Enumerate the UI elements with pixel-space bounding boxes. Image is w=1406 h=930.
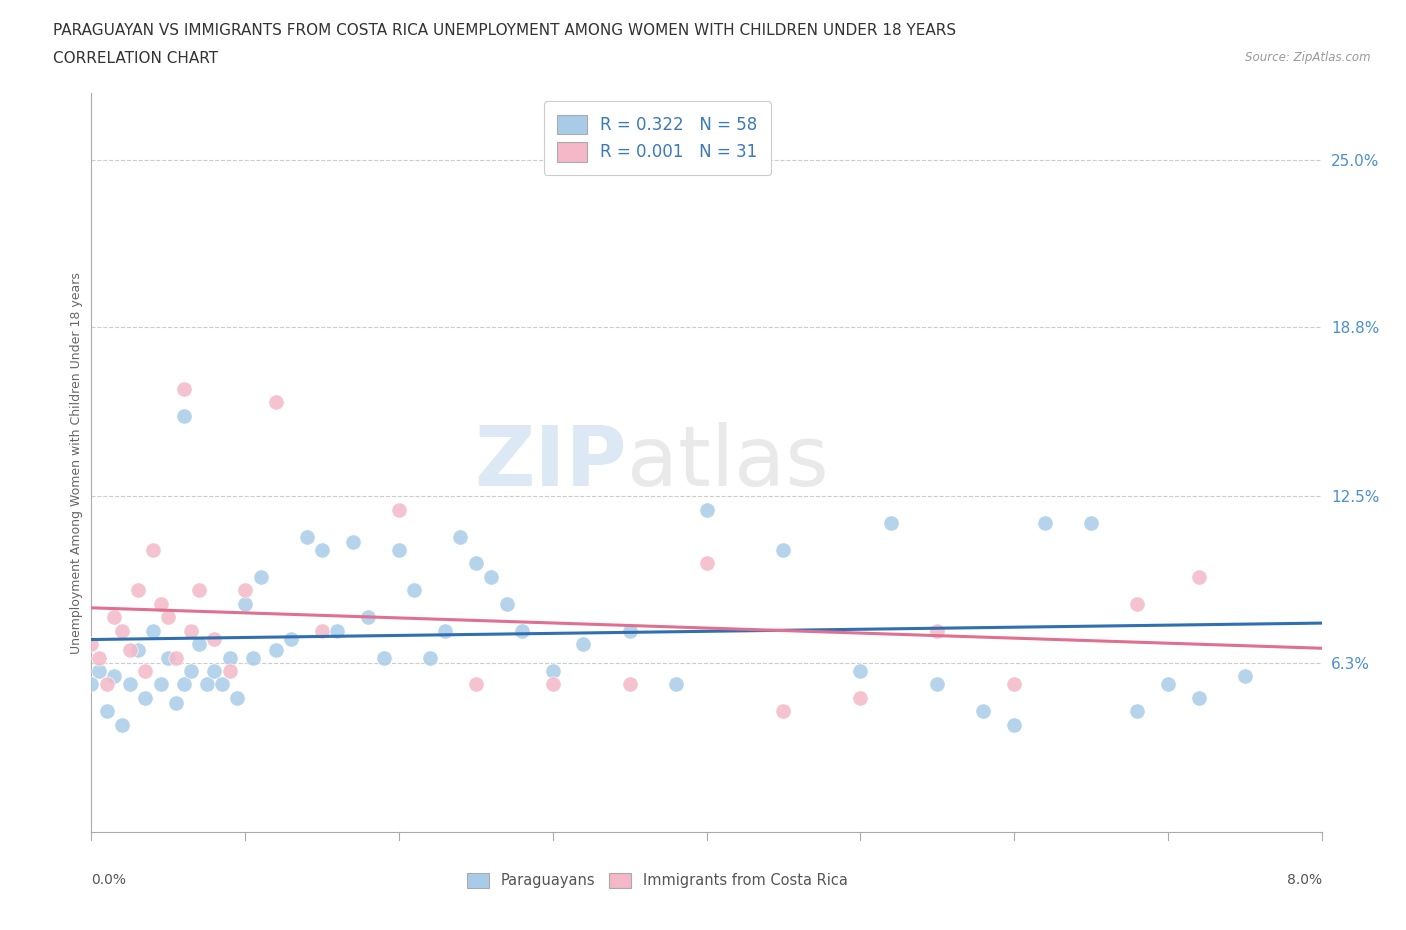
Point — [880, 516, 903, 531]
Point — [326, 623, 349, 638]
Point — [434, 623, 457, 638]
Point — [311, 542, 333, 557]
Point — [134, 664, 156, 679]
Point — [233, 596, 256, 611]
Point — [173, 408, 195, 423]
Point — [80, 677, 103, 692]
Point — [464, 677, 486, 692]
Point — [111, 717, 134, 732]
Point — [1157, 677, 1180, 692]
Point — [87, 650, 110, 665]
Point — [242, 650, 264, 665]
Point — [388, 502, 411, 517]
Point — [134, 690, 156, 705]
Text: ZIP: ZIP — [474, 422, 627, 503]
Point — [218, 664, 240, 679]
Point — [165, 696, 187, 711]
Point — [1187, 690, 1209, 705]
Point — [665, 677, 688, 692]
Point — [149, 596, 172, 611]
Point — [1033, 516, 1056, 531]
Point — [572, 637, 595, 652]
Point — [1233, 669, 1256, 684]
Text: 8.0%: 8.0% — [1286, 872, 1322, 886]
Point — [96, 704, 118, 719]
Point — [495, 596, 517, 611]
Point — [927, 677, 949, 692]
Point — [111, 623, 134, 638]
Point — [373, 650, 395, 665]
Point — [357, 610, 380, 625]
Point — [173, 381, 195, 396]
Point — [972, 704, 994, 719]
Point — [173, 677, 195, 692]
Point — [188, 583, 211, 598]
Point — [1126, 596, 1149, 611]
Point — [165, 650, 187, 665]
Point — [127, 642, 149, 657]
Point — [264, 394, 287, 409]
Legend: Paraguayans, Immigrants from Costa Rica: Paraguayans, Immigrants from Costa Rica — [460, 865, 855, 896]
Point — [96, 677, 118, 692]
Point — [1002, 677, 1025, 692]
Point — [202, 631, 225, 646]
Point — [249, 569, 271, 584]
Point — [619, 623, 641, 638]
Point — [927, 623, 949, 638]
Text: 0.0%: 0.0% — [91, 872, 127, 886]
Point — [118, 677, 141, 692]
Point — [849, 690, 872, 705]
Point — [118, 642, 141, 657]
Point — [142, 542, 165, 557]
Point — [264, 642, 287, 657]
Point — [202, 664, 225, 679]
Point — [1126, 704, 1149, 719]
Point — [180, 664, 202, 679]
Point — [772, 542, 794, 557]
Point — [849, 664, 872, 679]
Point — [311, 623, 333, 638]
Point — [87, 664, 110, 679]
Point — [1080, 516, 1102, 531]
Point — [142, 623, 165, 638]
Point — [404, 583, 426, 598]
Point — [695, 502, 717, 517]
Point — [157, 610, 180, 625]
Point — [388, 542, 411, 557]
Text: PARAGUAYAN VS IMMIGRANTS FROM COSTA RICA UNEMPLOYMENT AMONG WOMEN WITH CHILDREN : PARAGUAYAN VS IMMIGRANTS FROM COSTA RICA… — [53, 23, 956, 38]
Point — [772, 704, 794, 719]
Y-axis label: Unemployment Among Women with Children Under 18 years: Unemployment Among Women with Children U… — [70, 272, 83, 654]
Point — [280, 631, 302, 646]
Point — [195, 677, 218, 692]
Point — [103, 669, 125, 684]
Point — [218, 650, 240, 665]
Point — [1187, 569, 1209, 584]
Text: atlas: atlas — [627, 422, 828, 503]
Point — [180, 623, 202, 638]
Point — [233, 583, 256, 598]
Point — [295, 529, 318, 544]
Point — [541, 677, 564, 692]
Point — [127, 583, 149, 598]
Point — [211, 677, 233, 692]
Point — [510, 623, 533, 638]
Text: CORRELATION CHART: CORRELATION CHART — [53, 51, 218, 66]
Point — [695, 556, 717, 571]
Point — [188, 637, 211, 652]
Point — [80, 637, 103, 652]
Text: Source: ZipAtlas.com: Source: ZipAtlas.com — [1246, 51, 1371, 64]
Point — [479, 569, 502, 584]
Point — [1002, 717, 1025, 732]
Point — [149, 677, 172, 692]
Point — [419, 650, 441, 665]
Point — [342, 535, 364, 550]
Point — [157, 650, 180, 665]
Point — [226, 690, 249, 705]
Point — [103, 610, 125, 625]
Point — [619, 677, 641, 692]
Point — [464, 556, 486, 571]
Point — [449, 529, 471, 544]
Point — [541, 664, 564, 679]
